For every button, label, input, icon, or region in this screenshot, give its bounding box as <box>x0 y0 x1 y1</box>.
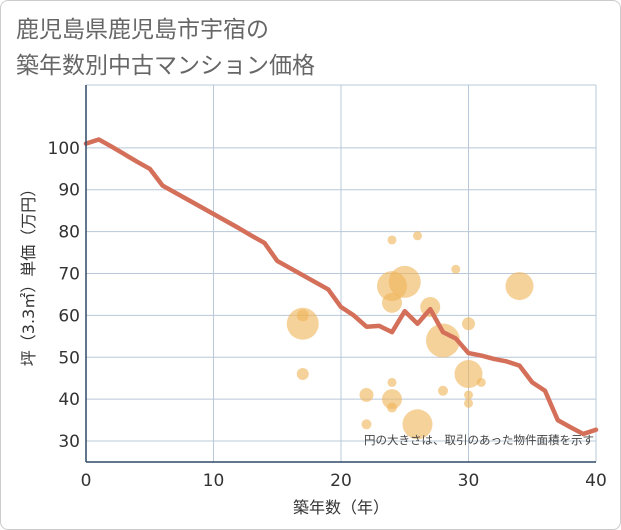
scatter-point <box>402 409 433 440</box>
scatter-point <box>464 398 473 408</box>
scatter-point <box>451 264 461 274</box>
scatter-point <box>387 235 397 245</box>
scatter-point <box>361 419 372 430</box>
x-tick-label: 10 <box>203 471 225 491</box>
scatter-point <box>296 368 309 381</box>
chart-title-line-2: 築年数別中古マンション価格 <box>16 53 315 79</box>
scatter-point <box>464 390 473 400</box>
scatter-point <box>426 323 460 358</box>
scatter-point <box>286 307 319 340</box>
x-tick-label: 0 <box>81 471 92 491</box>
x-tick-label: 30 <box>458 471 480 491</box>
scatter-point <box>505 272 534 301</box>
y-tick-label: 50 <box>58 348 80 368</box>
scatter-point <box>387 402 397 413</box>
x-tick-label: 20 <box>330 471 352 491</box>
scatter-point <box>462 317 475 331</box>
scatter-point <box>382 389 402 410</box>
scatter-point <box>413 231 422 241</box>
size-note: 円の大きさは、取引のあった物件面積を示す <box>364 433 594 447</box>
scatter-point <box>454 360 483 389</box>
chart-title: 鹿児島県鹿児島市宇宿の 築年数別中古マンション価格 <box>16 12 315 84</box>
bubble-series <box>286 231 534 440</box>
y-tick-label: 80 <box>58 223 80 243</box>
y-tick-label: 30 <box>58 432 80 452</box>
x-tick-label: 40 <box>585 471 607 491</box>
scatter-point <box>382 292 402 313</box>
x-axis-title: 築年数（年） <box>293 498 389 517</box>
y-tick-label: 40 <box>58 390 80 410</box>
tick-labels: 0 10 20 30 40 30 40 50 60 70 80 90 100 <box>48 139 607 491</box>
scatter-point <box>388 265 421 298</box>
axes <box>85 85 596 463</box>
trend-line <box>83 137 599 437</box>
y-tick-label: 90 <box>58 181 80 201</box>
scatter-point <box>359 387 374 402</box>
scatter-point <box>438 385 448 396</box>
chart-title-line-1: 鹿児島県鹿児島市宇宿の <box>16 17 269 43</box>
scatter-point <box>387 377 397 387</box>
y-tick-label: 70 <box>58 265 80 285</box>
y-tick-label: 60 <box>58 306 80 326</box>
y-tick-label: 100 <box>48 139 80 159</box>
y-axis-title: 坪（3.3㎡）単価（万円） <box>19 181 38 366</box>
scatter-point <box>296 309 309 322</box>
grid-lines <box>86 84 597 462</box>
trend-line-layer <box>83 137 599 437</box>
scatter-point <box>476 377 486 387</box>
